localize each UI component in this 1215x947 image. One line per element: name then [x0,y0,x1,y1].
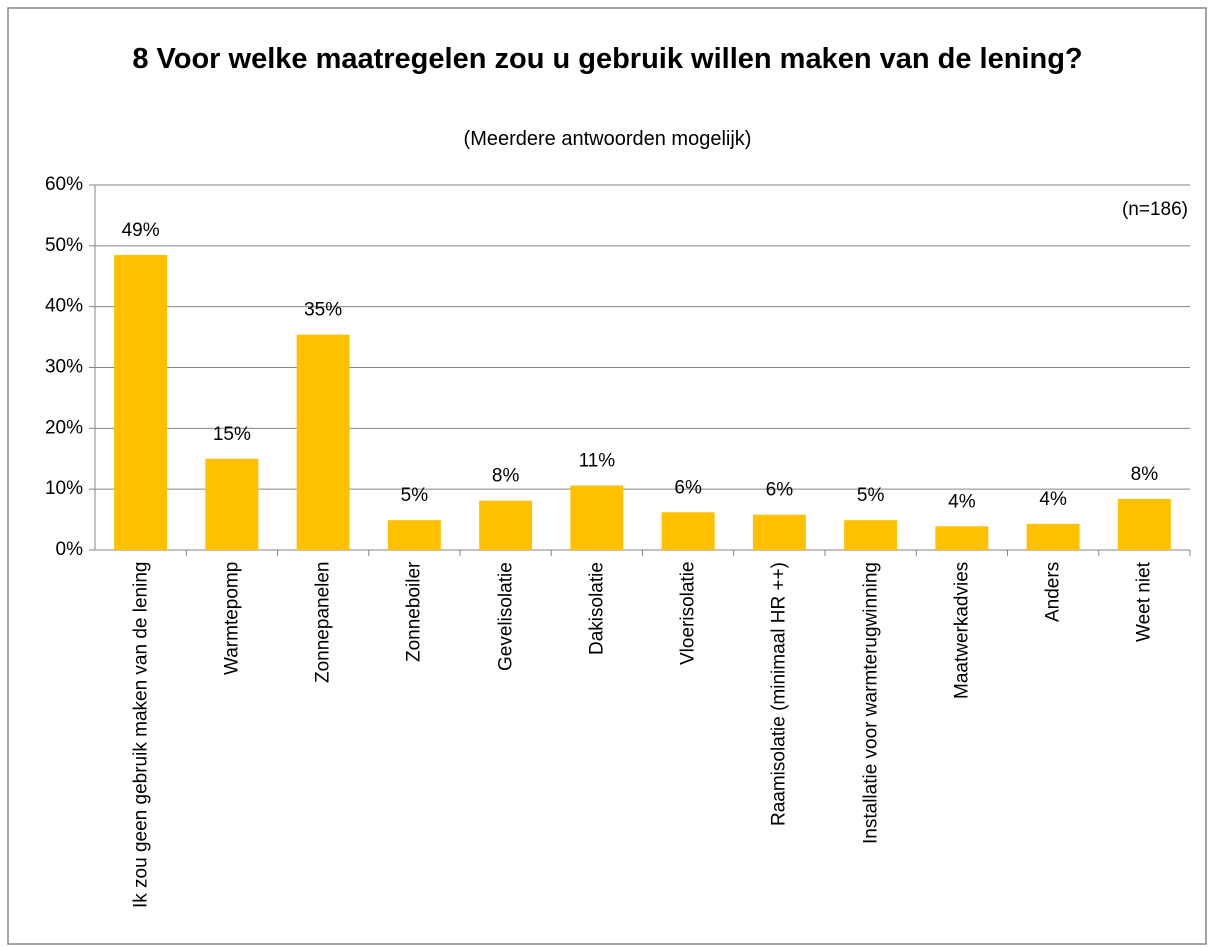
data-label: 15% [213,424,251,445]
data-label: 8% [1131,464,1159,485]
data-label: 6% [674,477,702,498]
data-label: 49% [122,220,160,241]
bar [296,334,350,550]
bar [205,458,259,550]
x-tick-label: Vloerisolatie [677,562,699,666]
x-tick-label: Maatwerkadvies [951,562,973,700]
x-tick-label: Ik zou geen gebruik maken van de lening [130,562,152,909]
bar [387,520,441,550]
x-tick-label: Gevelisolatie [495,562,517,671]
data-label: 5% [857,485,885,506]
chart-title: 8 Voor welke maatregelen zou u gebruik w… [132,43,1083,75]
x-tick-label: Anders [1042,562,1064,623]
data-label: 11% [579,451,616,472]
y-tick-label: 20% [45,417,83,438]
data-label: 4% [948,491,976,512]
data-label: 4% [1039,489,1067,510]
data-label: 6% [766,480,794,501]
x-tick-label: Zonneboiler [403,562,425,663]
y-tick-label: 60% [45,174,83,195]
x-tick-label: Raamisolatie (minimaal HR ++) [768,562,790,826]
x-tick-label: Warmtepomp [221,562,243,676]
bar [935,526,989,550]
y-tick-label: 30% [45,357,83,378]
x-tick-label: Weet niet [1133,562,1155,642]
bar [570,485,624,550]
y-tick-label: 0% [56,539,84,560]
x-tick-label: Zonnepanelen [312,562,334,684]
y-tick-label: 40% [45,296,83,317]
bar [844,520,898,550]
bar [752,514,806,550]
bar [1026,523,1080,550]
annotation: (n=186) [1122,199,1188,220]
y-tick-label: 10% [45,478,83,499]
chart-subtitle: (Meerdere antwoorden mogelijk) [463,128,752,150]
data-label: 8% [492,466,520,487]
bar [661,512,715,550]
y-tick-label: 50% [45,235,83,256]
x-tick-label: Dakisolatie [586,562,608,655]
data-label: 35% [304,300,342,321]
data-label: 5% [401,485,429,506]
bar [114,254,168,551]
x-tick-label: Installatie voor warmterugwinning [860,562,882,844]
bar [479,500,533,550]
bar [1117,498,1171,550]
